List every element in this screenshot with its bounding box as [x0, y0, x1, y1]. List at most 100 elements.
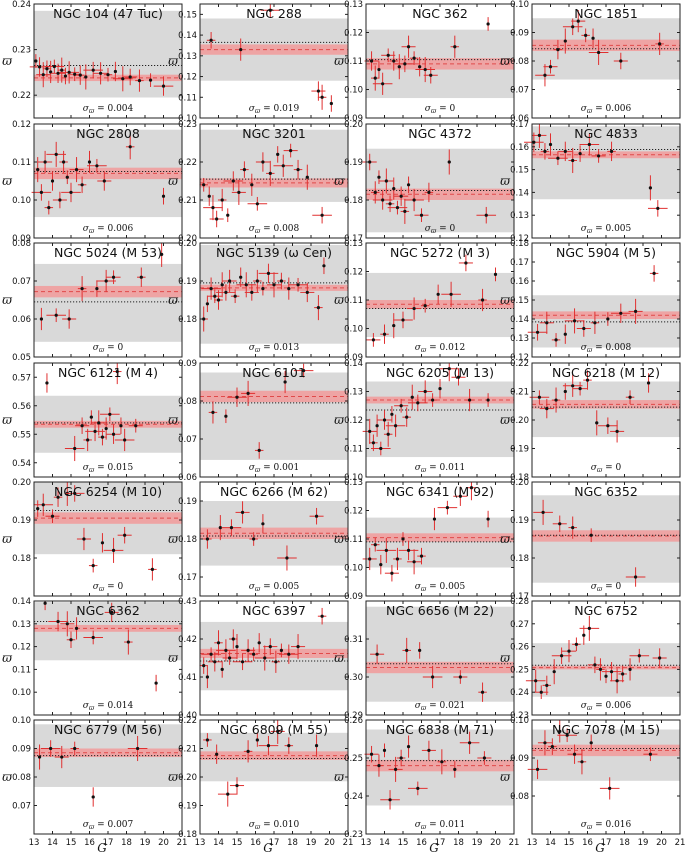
panel-ngc-6218-m-12: 0.18 0.19 0.20 0.21 0.22 ϖ NGC 6218 (M 12) σϖ =…: [500, 359, 681, 483]
panel-ngc-6254-m-10: 0.18 0.19 0.20 ϖ NGC 6254 (M 10) σϖ = 0: [2, 478, 183, 597]
y-tick-label: 0.11: [344, 535, 363, 545]
binned-point: [407, 549, 422, 575]
panel-title: NGC 2808: [76, 126, 140, 141]
binned-point: [74, 617, 79, 640]
binned-point: [589, 734, 593, 752]
data-point: [482, 756, 486, 760]
sigma-annotation: σϖ = 0.008: [249, 224, 300, 235]
binned-point: [226, 208, 230, 223]
binned-point: [402, 407, 411, 427]
binned-point: [414, 208, 429, 223]
binned-point: [283, 143, 298, 158]
panel-ngc-4372: 0.17 0.18 0.19 0.20 ϖ NGC 4372 σϖ = 0: [334, 120, 515, 244]
binned-point: [539, 311, 554, 334]
x-axis-label-col1: G: [97, 841, 107, 855]
y-tick-label: 0.23: [344, 830, 363, 840]
sigma-annotation: σϖ = 0.008: [581, 343, 632, 354]
data-point: [388, 202, 392, 206]
binned-point: [64, 485, 85, 502]
y-tick-label: 0.27: [510, 620, 529, 630]
data-point: [218, 526, 222, 530]
panel-title: NGC 6838 (M 71): [386, 722, 494, 737]
y-tick-label: 0.16: [510, 143, 529, 153]
binned-point: [51, 63, 66, 84]
y-tick-label: 0.14: [344, 359, 363, 369]
binned-point: [447, 149, 451, 175]
y-axis-label: ϖ: [334, 413, 345, 427]
data-point: [121, 77, 125, 81]
binned-point: [240, 161, 249, 178]
data-point: [550, 745, 554, 749]
binned-point: [38, 150, 53, 174]
binned-point: [117, 526, 132, 544]
y-tick-label: 0.10: [12, 688, 31, 698]
data-point: [401, 537, 405, 541]
y-tick-label: 0.19: [178, 277, 197, 287]
data-point: [563, 332, 567, 336]
data-point: [453, 45, 457, 49]
y-tick-label: 0.20: [12, 478, 31, 488]
binned-point: [83, 61, 104, 79]
binned-point: [606, 312, 610, 326]
data-point: [582, 326, 586, 331]
y-tick-label: 0.06: [178, 473, 197, 483]
data-point: [493, 272, 498, 276]
y-tick-label: 0.09: [12, 745, 31, 755]
y-tick-label: 0.22: [178, 716, 197, 726]
binned-point: [59, 61, 79, 84]
data-point: [123, 438, 127, 442]
binned-point: [567, 744, 582, 764]
binned-point: [583, 370, 592, 390]
binned-point: [100, 407, 120, 422]
data-point: [250, 290, 254, 294]
data-point: [235, 395, 239, 399]
binned-point: [377, 61, 381, 78]
data-point: [373, 190, 377, 194]
y-tick-label: 0.09: [12, 234, 31, 244]
data-point: [242, 168, 246, 172]
binned-point: [52, 191, 67, 209]
binned-point: [45, 509, 60, 524]
binned-point: [407, 394, 428, 412]
binned-point: [400, 198, 410, 224]
sigma-annotation: σϖ = 0.005: [581, 224, 632, 235]
data-point: [56, 619, 60, 624]
binned-point: [548, 151, 568, 166]
panel-ngc-6656-m-22: 0.29 0.30 0.31 ϖ NGC 6656 (M 22) σϖ = 0.021: [334, 600, 515, 721]
binned-point: [467, 482, 476, 501]
y-tick-label: 0.21: [510, 388, 529, 398]
y-axis-label: ϖ: [168, 532, 179, 546]
binned-point: [392, 313, 396, 339]
data-point: [458, 675, 462, 679]
data-point: [202, 317, 206, 321]
data-point: [69, 638, 73, 642]
binned-point: [97, 171, 112, 191]
binned-point: [649, 265, 659, 282]
y-axis-label: ϖ: [334, 54, 345, 68]
binned-point: [393, 311, 413, 329]
x-tick-label: 17: [601, 838, 612, 848]
binned-point: [581, 28, 590, 43]
data-point: [646, 381, 651, 385]
panel-title: NGC 1851: [574, 6, 638, 21]
binned-point: [465, 388, 474, 412]
binned-point: [214, 290, 223, 310]
binned-point: [236, 272, 257, 298]
sigma-annotation: σϖ = 0.021: [415, 701, 466, 712]
binned-point: [379, 554, 383, 575]
binned-point: [558, 141, 573, 162]
binned-point: [255, 733, 259, 747]
binned-point: [112, 363, 122, 385]
data-point: [36, 507, 40, 511]
panel-ngc-362: 0.09 0.10 0.11 0.12 0.13 ϖ NGC 362 σϖ = 0: [334, 0, 515, 124]
data-point: [50, 179, 55, 183]
data-point: [84, 75, 88, 79]
binned-point: [486, 17, 490, 31]
data-point: [423, 304, 427, 308]
binned-point: [270, 720, 285, 744]
data-point: [296, 645, 300, 649]
binned-point: [385, 195, 395, 213]
sigma-annotation: σϖ = 0: [425, 104, 456, 115]
y-tick-label: 0.13: [344, 0, 363, 10]
binned-point: [276, 146, 280, 163]
